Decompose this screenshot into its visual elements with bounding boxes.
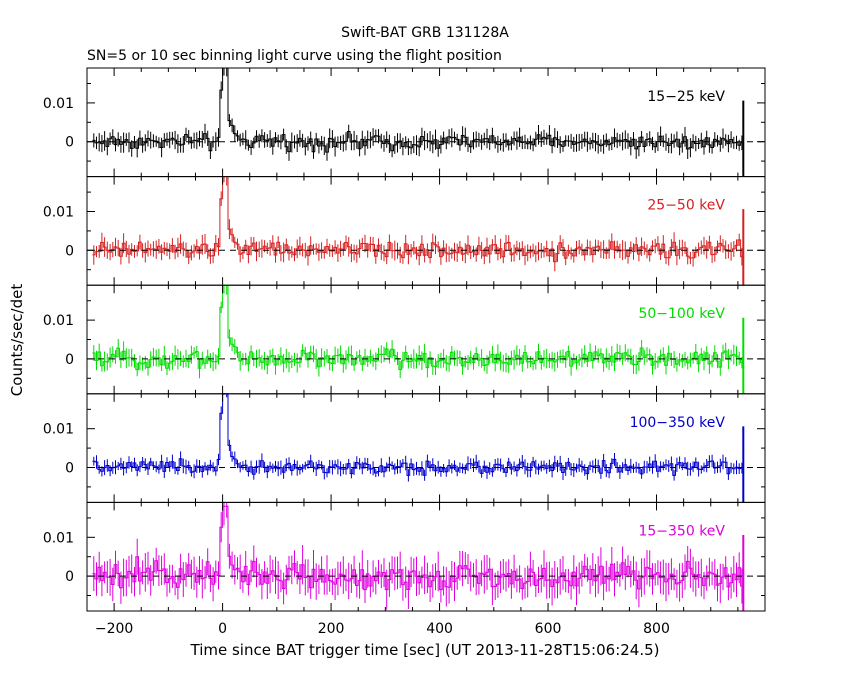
panel-3: 0 0.01 50−100 keV [43,284,766,395]
y-tick-label: 0 [65,135,74,151]
light-curve-line [92,393,744,476]
y-axis-label: Counts/sec/det [8,284,26,397]
light-curve-line [92,176,744,263]
chart-title: Swift-BAT GRB 131128A [341,25,509,41]
y-tick-label: 0 [65,460,74,476]
y-tick-label: 0 [65,569,74,585]
panel-2: 0 0.01 25−50 keV [43,176,766,286]
panel-frame [86,176,766,286]
error-bars [93,502,743,610]
light-curve-line [92,284,744,371]
panel-5: 0 0.01 15−350 keV [43,501,766,612]
y-tick-label: 0 [65,243,74,259]
x-tick-label: −200 [95,621,133,637]
band-label: 15−350 keV [638,523,725,539]
y-tick-label: 0.01 [43,313,74,329]
y-tick-label: 0 [65,352,74,368]
band-label: 50−100 keV [638,306,725,322]
y-tick-label: 0.01 [43,96,74,112]
y-tick-label: 0.01 [43,205,74,221]
panels-group: 0 0.01 15−25 keV 0 0.01 25−50 keV 0 0.01 50−100 … [43,67,766,637]
x-tick-label: 600 [535,621,562,637]
chart-subtitle: SN=5 or 10 sec binning light curve using… [87,48,502,64]
panel-frame [86,67,766,178]
x-tick-label: 400 [426,621,453,637]
y-tick-label: 0.01 [43,530,74,546]
light-curve-line [92,67,744,153]
y-tick-label: 0.01 [43,422,74,438]
x-tick-label: 0 [218,621,227,637]
band-label: 25−50 keV [647,198,725,214]
panel-4: 0 0.01 100−350 keV [43,393,766,503]
error-bars [93,176,743,272]
panel-frame [86,393,766,503]
panel-frame [86,284,766,395]
band-label: 100−350 keV [630,415,726,431]
band-label: 15−25 keV [647,89,725,105]
error-bars [93,285,743,379]
panel-1: 0 0.01 15−25 keV [43,67,766,178]
light-curve-line [92,505,744,591]
x-tick-label: 200 [318,621,345,637]
x-axis-label: Time since BAT trigger time [sec] (UT 20… [190,641,660,659]
x-tick-label: 800 [643,621,670,637]
